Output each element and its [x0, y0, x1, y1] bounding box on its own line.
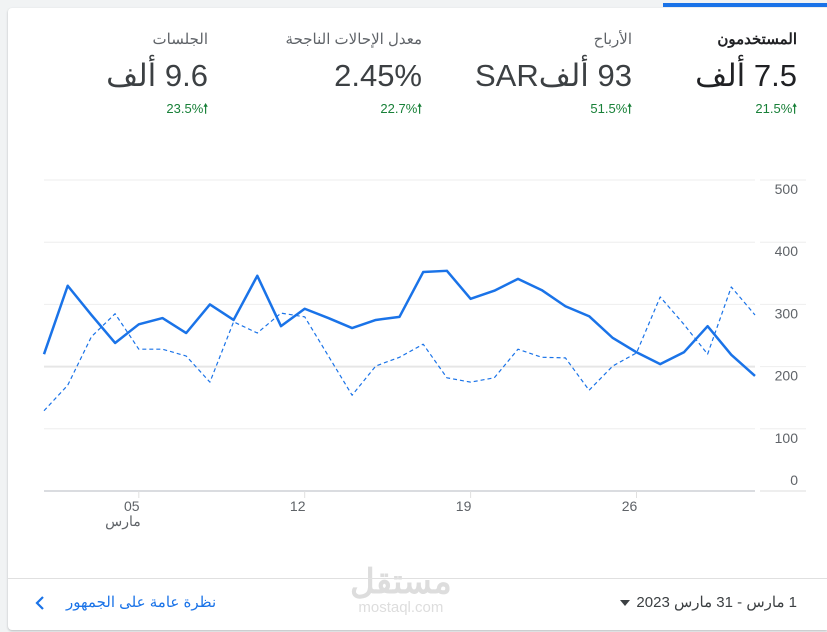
arrow-up-icon: 🠑	[203, 101, 208, 116]
x-month-label: مارس	[105, 513, 141, 530]
metric-value: 93 ألفSAR	[475, 58, 632, 93]
x-tick-label: 26	[622, 498, 638, 514]
metric-label: معدل الإحالات الناجحة	[285, 31, 422, 48]
metric-change: 🠑51.5%	[590, 101, 632, 116]
series-line-current	[42, 269, 756, 377]
metric-value: 7.5 ألف	[695, 58, 797, 93]
metric-label: المستخدمون	[717, 31, 797, 48]
card-footer: 1 مارس - 31 مارس 2023 نظرة عامة على الجم…	[8, 578, 827, 631]
arrow-up-icon: 🠑	[627, 101, 632, 116]
metric-tab-conversion-rate[interactable]: معدل الإحالات الناجحة 2.45% 🠑22.7%	[286, 30, 422, 122]
arrow-up-icon: 🠑	[417, 101, 422, 116]
metric-tab-revenue[interactable]: الأرباح 93 ألفSAR 🠑51.5%	[475, 30, 632, 122]
caret-down-icon	[620, 600, 631, 607]
y-tick-label: 0	[790, 472, 798, 488]
series-line-previous	[43, 286, 756, 412]
y-tick-label: 100	[775, 430, 799, 446]
audience-overview-link[interactable]: نظرة عامة على الجمهور	[34, 593, 216, 611]
y-tick-label: 300	[775, 305, 799, 321]
metric-label: الجلسات	[152, 31, 208, 48]
metric-label: الأرباح	[593, 31, 632, 48]
x-tick-label: 12	[290, 498, 306, 514]
audience-card	[8, 8, 827, 630]
line-chart: 0 100 200 300 400 500 05 12 19 26 مارس	[42, 179, 806, 530]
y-tick-label: 400	[775, 243, 799, 259]
metric-value: 2.45%	[334, 58, 422, 93]
x-tick-label: 19	[456, 498, 472, 514]
active-tab-indicator	[663, 3, 827, 7]
metric-change: 🠑21.5%	[755, 101, 797, 116]
arrow-up-icon: 🠑	[792, 101, 797, 116]
y-tick-label: 200	[775, 368, 799, 384]
y-tick-label: 500	[775, 181, 799, 197]
metric-change: 🠑22.7%	[380, 101, 422, 116]
metric-change: 🠑23.5%	[166, 101, 208, 116]
metric-tab-sessions[interactable]: الجلسات 9.6 ألف 🠑23.5%	[106, 30, 208, 122]
metric-tab-users[interactable]: المستخدمون 7.5 ألف 🠑21.5%	[695, 30, 797, 122]
x-tick-label: 05	[124, 498, 140, 514]
watermark-logo: مستقل mostaql.com	[350, 563, 452, 616]
date-range-dropdown[interactable]: 1 مارس - 31 مارس 2023	[620, 593, 797, 611]
chevron-left-icon	[35, 596, 44, 610]
metric-value: 9.6 ألف	[106, 58, 208, 93]
